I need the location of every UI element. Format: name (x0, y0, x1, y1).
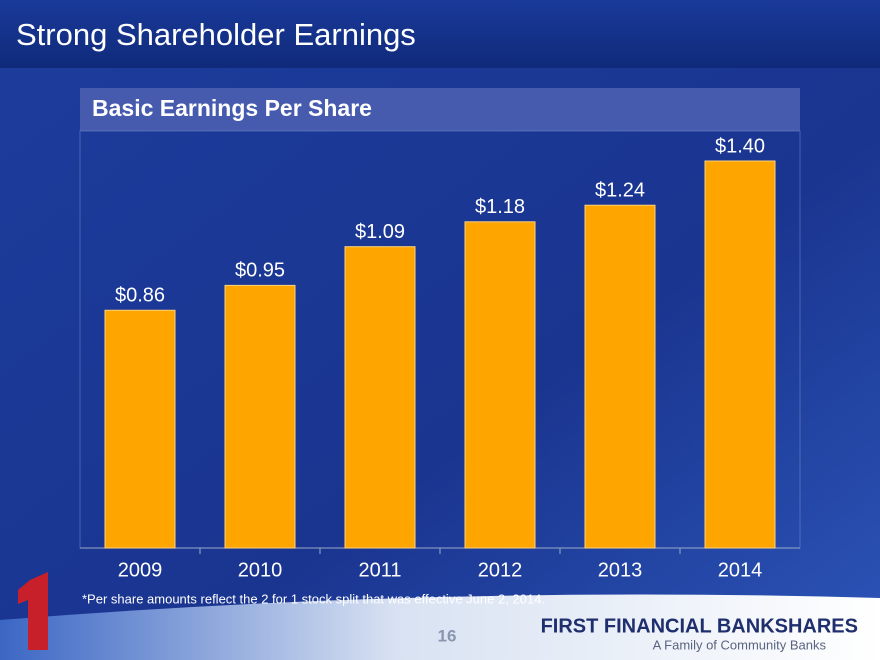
x-tick-label: 2012 (478, 559, 523, 581)
x-tick-label: 2009 (118, 559, 163, 581)
x-tick-label: 2011 (358, 559, 401, 581)
bar (344, 246, 416, 549)
slide-title: Strong Shareholder Earnings (16, 17, 416, 52)
bar (104, 309, 176, 549)
x-tick-label: 2013 (598, 559, 643, 581)
x-tick-label: 2014 (718, 559, 763, 581)
x-tick-label: 2010 (238, 559, 283, 581)
value-label: $1.18 (475, 196, 525, 218)
bar (584, 204, 656, 549)
footnote: *Per share amounts reflect the 2 for 1 s… (82, 591, 545, 606)
bar (704, 160, 776, 549)
value-label: $0.86 (115, 285, 165, 307)
page-number: 16 (438, 626, 457, 645)
bar (224, 284, 296, 549)
title-bar (0, 0, 880, 68)
chart-title: Basic Earnings Per Share (92, 95, 372, 121)
value-label: $1.24 (595, 180, 645, 202)
tagline: A Family of Community Banks (653, 637, 827, 652)
logo-mark (18, 572, 48, 650)
value-label: $0.95 (235, 260, 285, 282)
value-label: $1.09 (355, 221, 405, 243)
footer-band (0, 594, 880, 660)
bar (464, 221, 536, 549)
value-label: $1.40 (715, 135, 765, 157)
logo-text: FIRST FINANCIAL BANKSHARES (541, 615, 858, 637)
chart-header (80, 88, 800, 131)
